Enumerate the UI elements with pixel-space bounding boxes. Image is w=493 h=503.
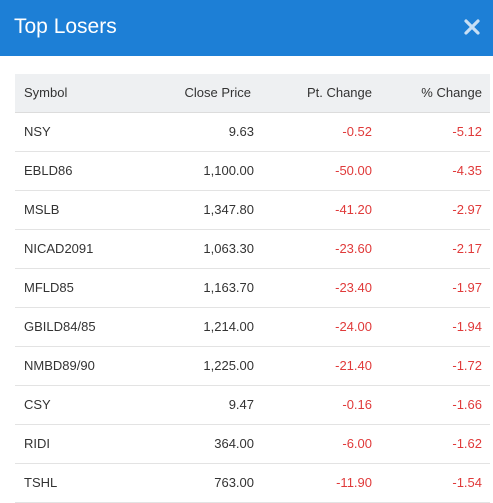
pct-change-cell: -1.94 <box>372 307 490 347</box>
close-price-cell: 1,163.70 <box>124 268 254 308</box>
table-row[interactable]: RIDI 364.00 -6.00 -1.62 <box>15 424 490 464</box>
symbol-cell: NICAD2091 <box>15 229 124 269</box>
table-row[interactable]: CSY 9.47 -0.16 -1.66 <box>15 385 490 425</box>
header-close-price[interactable]: Close Price <box>124 74 254 113</box>
symbol-cell: MSLB <box>15 190 124 230</box>
pt-change-cell: -50.00 <box>254 151 372 191</box>
table-row[interactable]: MFLD85 1,163.70 -23.40 -1.97 <box>15 268 490 308</box>
pct-change-cell: -1.54 <box>372 463 490 503</box>
close-price-cell: 1,214.00 <box>124 307 254 347</box>
pct-change-cell: -1.72 <box>372 346 490 386</box>
pct-change-cell: -1.97 <box>372 268 490 308</box>
symbol-cell: EBLD86 <box>15 151 124 191</box>
table-row[interactable]: TSHL 763.00 -11.90 -1.54 <box>15 463 490 503</box>
pt-change-cell: -11.90 <box>254 463 372 503</box>
symbol-cell: CSY <box>15 385 124 425</box>
close-price-cell: 1,347.80 <box>124 190 254 230</box>
symbol-cell: NMBD89/90 <box>15 346 124 386</box>
pct-change-cell: -1.62 <box>372 424 490 464</box>
pct-change-cell: -5.12 <box>372 112 490 152</box>
pt-change-cell: -0.52 <box>254 112 372 152</box>
pct-change-cell: -2.97 <box>372 190 490 230</box>
table-row[interactable]: MSLB 1,347.80 -41.20 -2.97 <box>15 190 490 230</box>
dialog-title: Top Losers <box>14 15 117 38</box>
table-row[interactable]: NMBD89/90 1,225.00 -21.40 -1.72 <box>15 346 490 386</box>
header-pct-change[interactable]: % Change <box>372 74 490 113</box>
pct-change-cell: -2.17 <box>372 229 490 269</box>
close-price-cell: 1,225.00 <box>124 346 254 386</box>
close-price-cell: 1,063.30 <box>124 229 254 269</box>
pt-change-cell: -0.16 <box>254 385 372 425</box>
table-row[interactable]: NSY 9.63 -0.52 -5.12 <box>15 112 490 152</box>
table-row[interactable]: GBILD84/85 1,214.00 -24.00 -1.94 <box>15 307 490 347</box>
symbol-cell: MFLD85 <box>15 268 124 308</box>
close-price-cell: 763.00 <box>124 463 254 503</box>
pt-change-cell: -6.00 <box>254 424 372 464</box>
close-icon[interactable] <box>461 16 483 38</box>
pt-change-cell: -24.00 <box>254 307 372 347</box>
dialog-header: Top Losers <box>0 0 493 56</box>
header-symbol[interactable]: Symbol <box>15 74 124 113</box>
pt-change-cell: -23.40 <box>254 268 372 308</box>
table-row[interactable]: NICAD2091 1,063.30 -23.60 -2.17 <box>15 229 490 269</box>
close-price-cell: 9.63 <box>124 112 254 152</box>
losers-table-container: Symbol Close Price Pt. Change % Change N… <box>15 74 490 503</box>
symbol-cell: RIDI <box>15 424 124 464</box>
header-pt-change[interactable]: Pt. Change <box>254 74 372 113</box>
pct-change-cell: -1.66 <box>372 385 490 425</box>
close-price-cell: 1,100.00 <box>124 151 254 191</box>
pct-change-cell: -4.35 <box>372 151 490 191</box>
close-price-cell: 9.47 <box>124 385 254 425</box>
symbol-cell: TSHL <box>15 463 124 503</box>
pt-change-cell: -21.40 <box>254 346 372 386</box>
pt-change-cell: -41.20 <box>254 190 372 230</box>
symbol-cell: NSY <box>15 112 124 152</box>
losers-table: Symbol Close Price Pt. Change % Change N… <box>15 74 490 503</box>
close-price-cell: 364.00 <box>124 424 254 464</box>
symbol-cell: GBILD84/85 <box>15 307 124 347</box>
table-row[interactable]: EBLD86 1,100.00 -50.00 -4.35 <box>15 151 490 191</box>
pt-change-cell: -23.60 <box>254 229 372 269</box>
table-header-row: Symbol Close Price Pt. Change % Change <box>15 74 490 113</box>
